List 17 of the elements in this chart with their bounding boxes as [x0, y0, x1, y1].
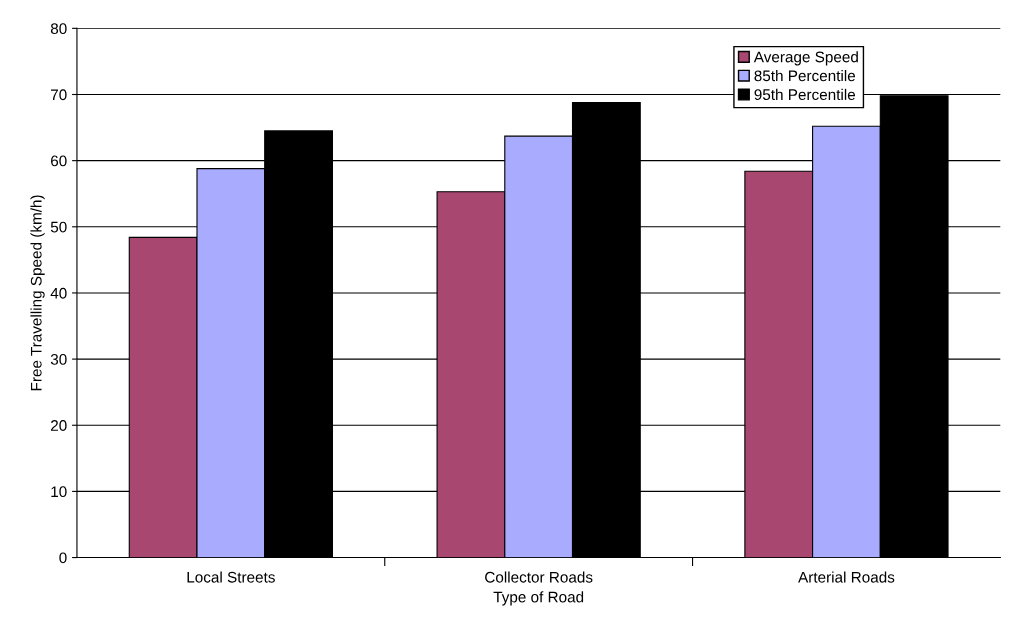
- legend-label: 85th Percentile: [754, 69, 856, 82]
- y-tick-label: 20: [51, 420, 67, 431]
- x-tick-label: Local Streets: [187, 571, 275, 583]
- y-tick-label: 70: [51, 89, 67, 101]
- y-tick-label: 80: [50, 23, 67, 35]
- y-tick-label: 30: [50, 353, 67, 365]
- legend-label: 95th Percentile: [754, 88, 856, 101]
- y-tick-label: 60: [51, 155, 67, 167]
- legend-label: Average Speed: [753, 51, 858, 66]
- y-axis-title: Free Travelling Speed (km/h): [30, 195, 45, 391]
- y-tick-label: 0: [59, 552, 67, 564]
- x-axis-title: Type of Road: [493, 591, 584, 606]
- y-tick-label: 10: [51, 486, 67, 498]
- x-tick-label: Arterial Roads: [798, 571, 895, 583]
- y-tick-label: 50: [50, 221, 67, 233]
- y-tick-label: 40: [50, 287, 67, 299]
- x-tick-label: Collector Roads: [485, 571, 593, 583]
